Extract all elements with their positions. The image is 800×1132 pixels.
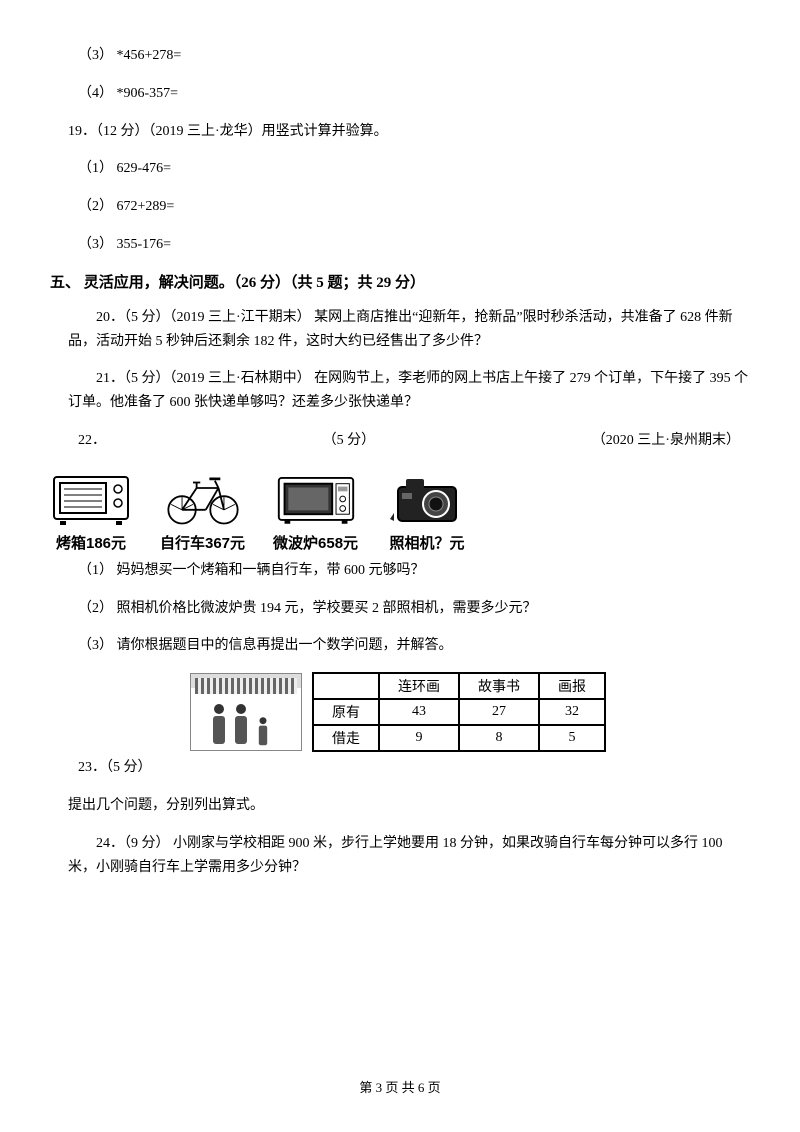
r2c1: 9 (379, 725, 459, 751)
q18-sub3: （3） *456+278= (50, 44, 750, 68)
th-comic: 连环画 (379, 673, 459, 699)
library-icon (190, 673, 302, 751)
camera-label: 照相机？元 (390, 532, 465, 553)
th-blank (313, 673, 379, 699)
q23-table: 连环画 故事书 画报 原有 43 27 32 借走 9 8 5 (312, 672, 606, 752)
q24-text: 24．（9 分） 小刚家与学校相距 900 米，步行上学她要用 18 分钟，如果… (50, 832, 750, 880)
microwave-label: 微波炉658元 (273, 532, 358, 553)
section5-title: 五、 灵活应用，解决问题。（26 分）（共 5 题；共 29 分） (50, 271, 750, 292)
oven-label: 烤箱186元 (56, 532, 126, 553)
q19-header: 19．（12 分）（2019 三上·龙华）用竖式计算并验算。 (50, 120, 750, 144)
product-bike: 自行车367元 (160, 467, 245, 553)
q18-sub4: （4） *906-357= (50, 82, 750, 106)
q23-tail: 提出几个问题，分别列出算式。 (50, 794, 750, 818)
microwave-icon (275, 467, 357, 529)
oven-icon (50, 467, 132, 529)
q22-sub1: （1） 妈妈想买一个烤箱和一辆自行车，带 600 元够吗？ (50, 559, 750, 583)
q22-header: 22． （5 分） （2020 三上·泉州期末） (50, 429, 750, 453)
q23-num: 23．（5 分） (50, 756, 750, 780)
q23-row: 连环画 故事书 画报 原有 43 27 32 借走 9 8 5 (50, 672, 750, 752)
r2c0: 借走 (313, 725, 379, 751)
q19-sub3: （3） 355-176= (50, 233, 750, 257)
q22-sub2: （2） 照相机价格比微波炉贵 194 元，学校要买 2 部照相机，需要多少元？ (50, 597, 750, 621)
q19-sub2: （2） 672+289= (50, 195, 750, 219)
q22-points: （5 分） (323, 429, 376, 453)
r2c3: 5 (539, 725, 605, 751)
camera-icon (386, 467, 468, 529)
product-camera: 照相机？元 (386, 467, 468, 553)
product-microwave: 微波炉658元 (273, 467, 358, 553)
r1c1: 43 (379, 699, 459, 725)
q22-source: （2020 三上·泉州期末） (592, 429, 740, 453)
bike-label: 自行车367元 (160, 532, 245, 553)
r1c2: 27 (459, 699, 539, 725)
bike-icon (162, 467, 244, 529)
product-oven: 烤箱186元 (50, 467, 132, 553)
q22-sub3: （3） 请你根据题目中的信息再提出一个数学问题，并解答。 (50, 634, 750, 658)
page-footer: 第 3 页 共 6 页 (0, 1077, 800, 1096)
r2c2: 8 (459, 725, 539, 751)
th-pictorial: 画报 (539, 673, 605, 699)
r1c3: 32 (539, 699, 605, 725)
th-story: 故事书 (459, 673, 539, 699)
q22-num: 22． (78, 429, 106, 453)
q20-text: 20．（5 分）（2019 三上·江干期末） 某网上商店推出“迎新年，抢新品”限… (50, 306, 750, 354)
q19-sub1: （1） 629-476= (50, 157, 750, 181)
q21-text: 21．（5 分）（2019 三上·石林期中） 在网购节上，李老师的网上书店上午接… (50, 367, 750, 415)
r1c0: 原有 (313, 699, 379, 725)
q22-products: 烤箱186元 自行车367 (50, 467, 750, 553)
